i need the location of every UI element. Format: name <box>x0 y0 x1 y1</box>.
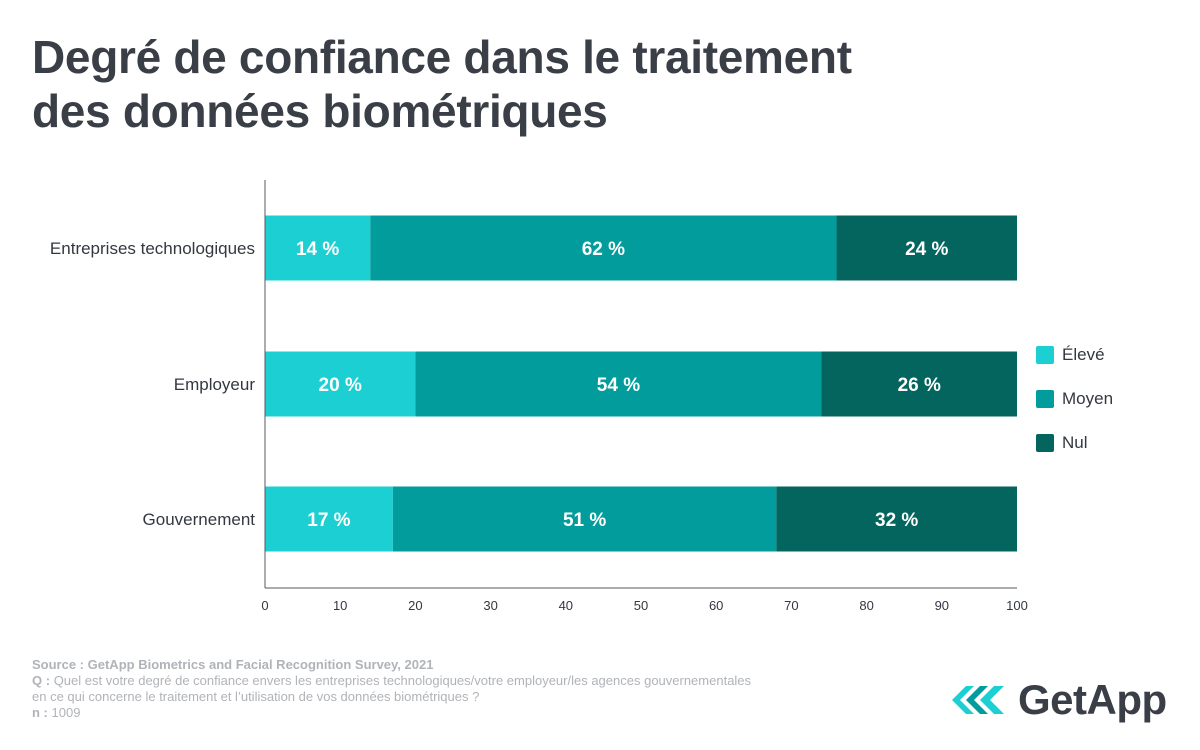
bar-1-0 <box>265 351 416 417</box>
x-tick-label-0: 0 <box>261 598 268 613</box>
bar-0-2 <box>836 215 1017 281</box>
data-label-1-1: 54 % <box>597 375 640 396</box>
footer-source-label: Source : <box>32 657 85 672</box>
bar-1-1 <box>415 351 822 417</box>
stacked-bar-chart: 14 % 62 % 24 % Entreprises technologiques 20… <box>50 180 1028 613</box>
category-label-0: Entreprises technologiques <box>50 239 255 258</box>
x-tick-label-9: 90 <box>935 598 949 613</box>
x-tick-label-8: 80 <box>859 598 873 613</box>
x-tick-label-3: 30 <box>483 598 497 613</box>
x-tick-label-7: 70 <box>784 598 798 613</box>
legend-item-eleve: Élevé <box>1036 344 1113 366</box>
data-label-2-1: 51 % <box>563 510 606 531</box>
footer-source: Source : GetApp Biometrics and Facial Re… <box>32 657 912 673</box>
footer-n-label: n : <box>32 705 48 720</box>
x-tick-label-10: 100 <box>1006 598 1028 613</box>
data-label-0-1: 62 % <box>582 239 625 260</box>
x-tick-label-5: 50 <box>634 598 648 613</box>
legend-label-nul: Nul <box>1062 433 1088 452</box>
legend-label-moyen: Moyen <box>1062 389 1114 408</box>
footer-q-text: Quel est votre degré de confiance envers… <box>53 673 752 688</box>
bar-2-0 <box>265 486 393 552</box>
footer-question-line-2: en ce qui concerne le traitement et l’ut… <box>32 689 480 704</box>
legend-swatch-eleve <box>1036 346 1054 364</box>
legend-item-nul: Nul <box>1036 432 1113 454</box>
data-label-0-2: 24 % <box>905 239 948 260</box>
legend: Élevé Moyen Nul <box>1036 344 1113 476</box>
data-label-0-0: 14 % <box>296 239 339 260</box>
footer-n-text: 1009 <box>51 705 81 720</box>
legend-label-eleve: Élevé <box>1062 345 1105 364</box>
getapp-logo-text: GetApp <box>1018 676 1167 723</box>
chart-title-line-1: Degré de confiance dans le traitement <box>32 31 852 83</box>
footer-sample: n : 1009 <box>32 705 912 721</box>
legend-item-moyen: Moyen <box>1036 388 1113 410</box>
x-tick-label-4: 40 <box>559 598 573 613</box>
bar-0-1 <box>370 215 837 281</box>
x-tick-label-2: 20 <box>408 598 422 613</box>
x-tick-label-6: 60 <box>709 598 723 613</box>
chart-title-line-2: des données biométriques <box>32 85 608 137</box>
getapp-chevrons-icon <box>952 686 1004 714</box>
bar-2-2 <box>776 486 1017 552</box>
getapp-logo: GetApp <box>952 676 1167 724</box>
footer-source-text: GetApp Biometrics and Facial Recognition… <box>87 657 434 672</box>
footer-q-label: Q : <box>32 673 51 688</box>
data-label-1-2: 26 % <box>898 375 941 396</box>
category-label-2: Gouvernement <box>143 510 256 529</box>
data-label-1-0: 20 % <box>319 375 362 396</box>
bar-0-0 <box>265 215 371 281</box>
bar-2-1 <box>392 486 777 552</box>
footer-question: Q : Quel est votre degré de confiance en… <box>32 673 912 689</box>
category-label-1: Employeur <box>174 375 256 394</box>
data-label-2-2: 32 % <box>875 510 918 531</box>
x-tick-label-1: 10 <box>333 598 347 613</box>
legend-swatch-nul <box>1036 434 1054 452</box>
bar-1-2 <box>821 351 1017 417</box>
chart-title: Degré de confiance dans le traitement de… <box>32 30 1032 138</box>
footer-notes: Source : GetApp Biometrics and Facial Re… <box>32 657 912 721</box>
data-label-2-0: 17 % <box>307 510 350 531</box>
legend-swatch-moyen <box>1036 390 1054 408</box>
